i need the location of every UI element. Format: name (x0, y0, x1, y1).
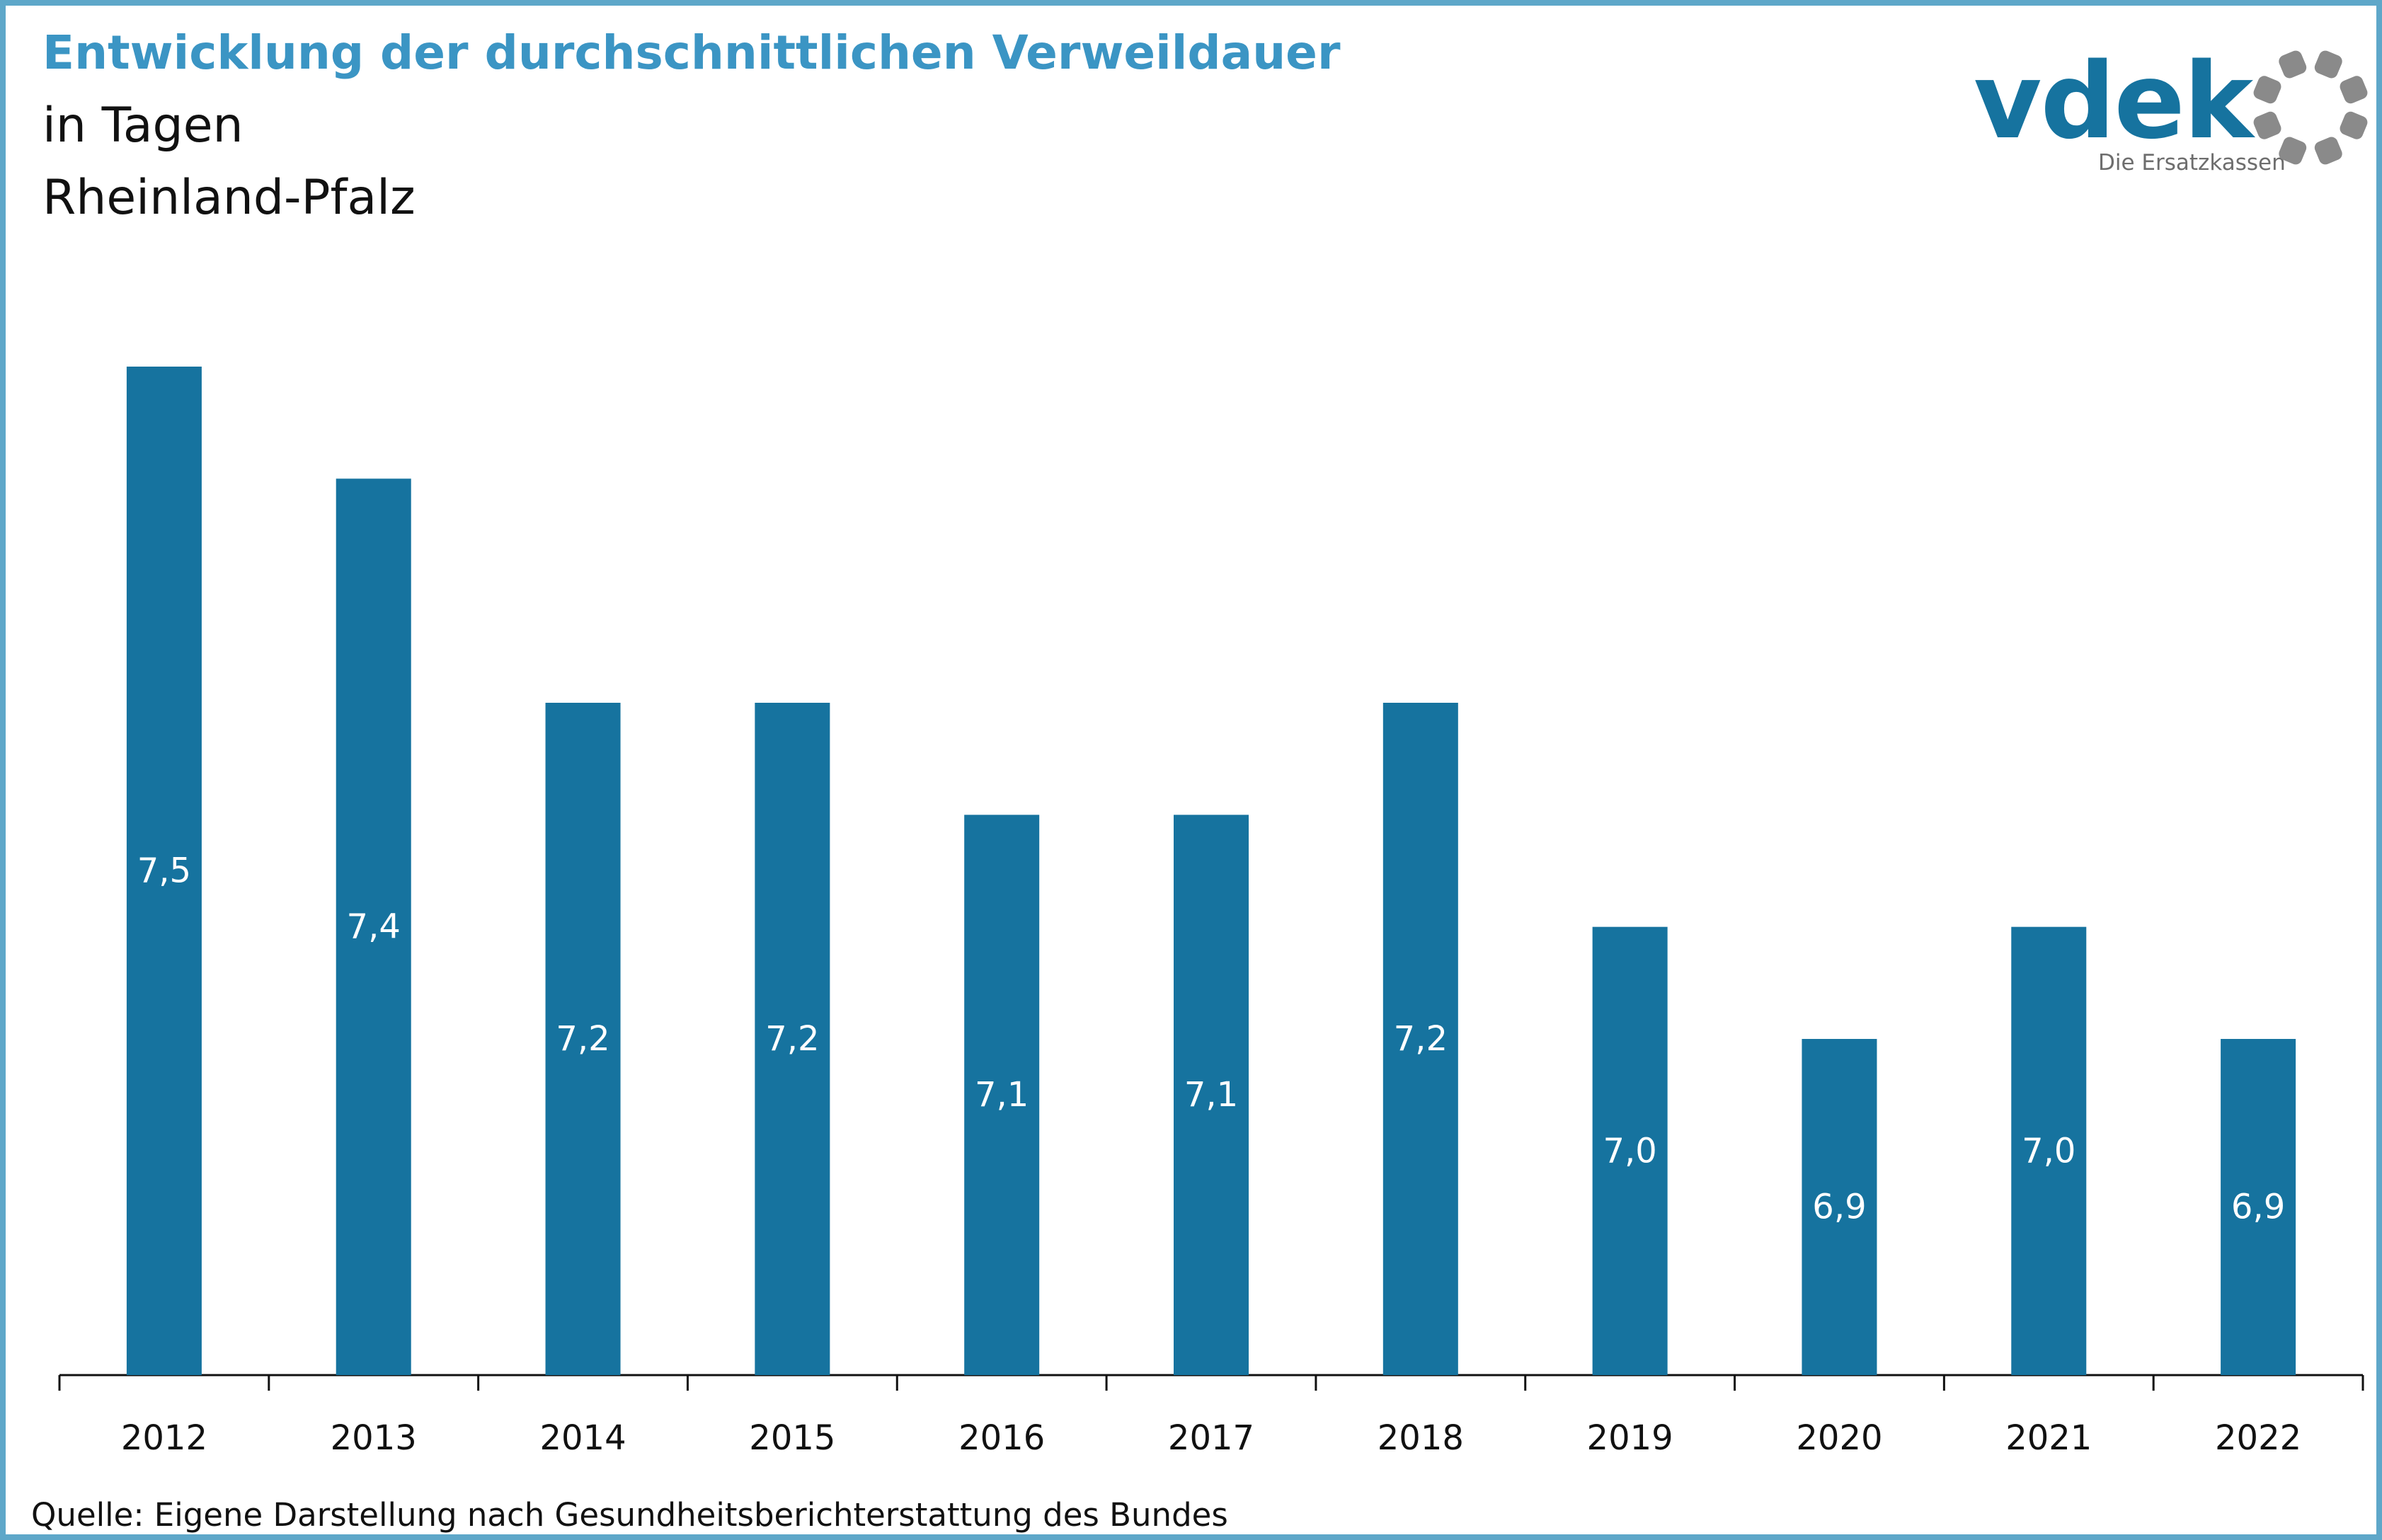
logo-dot (2253, 76, 2281, 104)
bar-2018 (1382, 703, 1458, 1375)
bar-2022 (2221, 1039, 2296, 1375)
logo-dot (2340, 76, 2368, 104)
bar-value-label: 7,1 (975, 1075, 1029, 1115)
bar-value-label: 6,9 (1812, 1188, 1866, 1227)
bar-value-label: 7,2 (765, 1019, 819, 1059)
x-tick-label: 2018 (1378, 1418, 1464, 1458)
chart-title: Entwicklung der durchschnittlichen Verwe… (42, 25, 1341, 80)
logo-tagline: Die Ersatzkassen (2098, 150, 2286, 176)
bar-value-label: 7,0 (1603, 1131, 1656, 1171)
bar-2016 (964, 815, 1040, 1375)
x-tick-label: 2014 (539, 1418, 626, 1458)
ring-of-dots-icon (2253, 50, 2368, 165)
logo-dot (2314, 137, 2342, 165)
x-tick-label: 2022 (2215, 1418, 2301, 1458)
x-tick-label: 2020 (1796, 1418, 1882, 1458)
bar-2021 (2011, 926, 2087, 1375)
bar-2015 (755, 703, 830, 1375)
logo-dot (2279, 50, 2307, 79)
bar-2019 (1592, 926, 1668, 1375)
bar-2020 (1802, 1039, 1877, 1375)
bar-value-label: 7,4 (347, 907, 401, 947)
x-tick-label: 2013 (331, 1418, 417, 1458)
x-tick-label: 2017 (1168, 1418, 1254, 1458)
source-note: Quelle: Eigene Darstellung nach Gesundhe… (31, 1496, 1228, 1534)
x-tick-label: 2016 (958, 1418, 1045, 1458)
x-tick-label: 2019 (1587, 1418, 1673, 1458)
x-tick-label: 2015 (749, 1418, 835, 1458)
bar-value-label: 6,9 (2231, 1188, 2285, 1227)
bar-2014 (545, 703, 621, 1375)
x-tick-label: 2012 (121, 1418, 207, 1458)
bar-value-label: 7,2 (556, 1019, 609, 1059)
bar-2012 (126, 367, 202, 1375)
vdek-logo: vdek Die Ersatzkassen (1974, 41, 2370, 183)
bar-chart: 7,5 2012 7,4 2013 7,2 2014 7,2 2015 7,1 2016 7,1 20… (58, 367, 2364, 1458)
logo-dot (2314, 50, 2342, 79)
x-tick-label: 2021 (2005, 1418, 2092, 1458)
bar-value-label: 7,2 (1394, 1019, 1448, 1059)
chart-subtitle-region: Rheinland-Pfalz (42, 170, 416, 226)
bar-2013 (336, 478, 411, 1376)
bar-value-label: 7,1 (1184, 1075, 1238, 1115)
logo-dot (2253, 111, 2281, 139)
bar-value-label: 7,5 (137, 851, 191, 891)
logo-dot (2340, 111, 2368, 139)
bar-value-label: 7,0 (2022, 1131, 2075, 1171)
bar-2017 (1174, 815, 1249, 1375)
logo-wordmark: vdek (1974, 40, 2253, 162)
logo-dot (2279, 137, 2307, 165)
chart-subtitle-unit: in Tagen (42, 98, 244, 154)
